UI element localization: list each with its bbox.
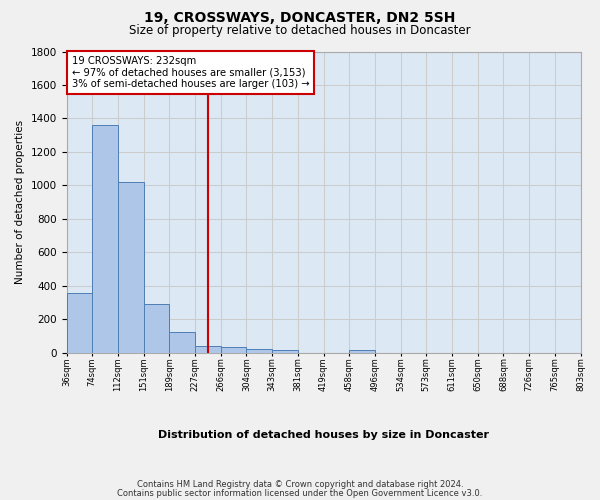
Bar	[92, 125, 118, 353]
Bar	[169, 332, 195, 353]
Text: Contains HM Land Registry data © Crown copyright and database right 2024.: Contains HM Land Registry data © Crown c…	[137, 480, 463, 489]
X-axis label: Distribution of detached houses by size in Doncaster: Distribution of detached houses by size …	[158, 430, 489, 440]
Text: 19 CROSSWAYS: 232sqm
← 97% of detached houses are smaller (3,153)
3% of semi-det: 19 CROSSWAYS: 232sqm ← 97% of detached h…	[71, 56, 309, 89]
Bar	[349, 350, 375, 353]
Y-axis label: Number of detached properties: Number of detached properties	[15, 120, 25, 284]
Bar	[118, 182, 143, 353]
Text: Contains public sector information licensed under the Open Government Licence v3: Contains public sector information licen…	[118, 488, 482, 498]
Bar	[67, 294, 92, 353]
Bar	[247, 350, 272, 353]
Text: 19, CROSSWAYS, DONCASTER, DN2 5SH: 19, CROSSWAYS, DONCASTER, DN2 5SH	[145, 11, 455, 25]
Bar	[221, 347, 247, 353]
Text: Size of property relative to detached houses in Doncaster: Size of property relative to detached ho…	[129, 24, 471, 37]
Bar	[143, 304, 169, 353]
Bar	[195, 346, 221, 353]
Bar	[272, 350, 298, 353]
